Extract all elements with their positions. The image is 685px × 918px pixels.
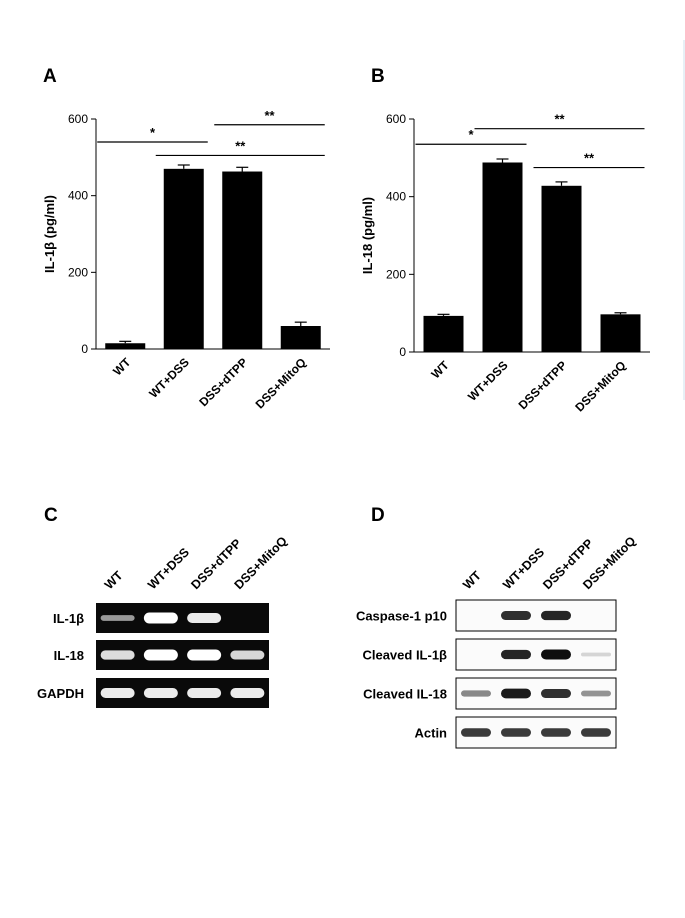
bar xyxy=(482,162,523,352)
blot-band xyxy=(461,690,491,697)
significance-label: * xyxy=(468,127,474,142)
gel-band xyxy=(187,649,222,661)
bar xyxy=(163,168,204,349)
blot-strip xyxy=(455,599,617,632)
lane-label: WT xyxy=(102,568,126,592)
bar xyxy=(423,315,464,352)
gel-row-label: IL-18 xyxy=(54,648,84,663)
y-axis-label: IL-18 (pg/ml) xyxy=(360,197,375,274)
y-axis-label: IL-1β (pg/ml) xyxy=(42,195,57,273)
blot-band xyxy=(501,611,531,620)
gel-band xyxy=(230,688,265,698)
lane-label: WT+DSS xyxy=(500,545,547,592)
blot-band xyxy=(541,610,571,621)
y-tick-label: 400 xyxy=(68,189,88,203)
gel-band xyxy=(143,649,178,661)
y-tick-label: 200 xyxy=(386,267,406,281)
gel-band xyxy=(187,613,222,623)
blot-band xyxy=(581,690,611,697)
bar xyxy=(280,326,321,349)
gel-band xyxy=(100,615,135,621)
bar xyxy=(541,185,582,352)
gel-row-label: GAPDH xyxy=(37,686,84,701)
blot-band xyxy=(501,728,531,737)
lane-label: WT xyxy=(460,568,484,592)
blot-band xyxy=(541,728,571,737)
blot-row-label: Caspase-1 p10 xyxy=(356,609,447,624)
bar xyxy=(105,343,146,349)
bar xyxy=(222,171,263,349)
x-tick-label: WT xyxy=(110,355,134,379)
x-tick-label: WT+DSS xyxy=(146,355,191,400)
blot-band xyxy=(581,728,611,737)
gel-row-label: IL-1β xyxy=(53,611,84,626)
y-tick-label: 0 xyxy=(81,342,88,356)
chart-b: 0 200 400 600 IL-18 (pg/ml) WT WT+DSS DSS+dTPP D… xyxy=(360,112,650,415)
gel-band xyxy=(100,650,135,660)
y-tick-label: 400 xyxy=(386,190,406,204)
significance-label: * xyxy=(150,125,156,140)
gel-band xyxy=(187,688,222,698)
blot-band xyxy=(541,689,571,698)
blot-band xyxy=(541,649,571,660)
blot-row-label: Actin xyxy=(415,726,448,741)
blot-band xyxy=(501,649,531,660)
chart-a: 0 200 400 600 IL-1β (pg/ml) WT WT+DSS DSS+dTPP D… xyxy=(42,108,330,412)
blot-band xyxy=(581,652,611,657)
gel-band xyxy=(143,688,178,698)
significance-label: ** xyxy=(554,112,565,127)
panel-label-b: B xyxy=(371,66,385,87)
x-tick-label: DSS+MitoQ xyxy=(253,355,309,411)
panel-label-c: C xyxy=(44,505,58,526)
significance-label: ** xyxy=(264,108,275,123)
gel-band xyxy=(230,650,265,660)
blot-band xyxy=(461,728,491,737)
significance-label: ** xyxy=(584,151,595,166)
gel-band xyxy=(100,688,135,698)
blot-band xyxy=(501,688,531,699)
panel-label-a: A xyxy=(43,66,57,87)
gel-band xyxy=(143,612,178,624)
x-tick-label: DSS+MitoQ xyxy=(572,358,628,414)
bar xyxy=(600,314,641,352)
y-tick-label: 600 xyxy=(386,112,406,126)
blot-row-label: Cleaved IL-18 xyxy=(363,687,447,702)
panel-label-d: D xyxy=(371,505,385,526)
y-tick-label: 200 xyxy=(68,265,88,279)
lane-label: WT+DSS xyxy=(145,545,192,592)
x-tick-label: DSS+dTPP xyxy=(196,355,250,409)
significance-label: ** xyxy=(235,138,246,153)
y-tick-label: 600 xyxy=(68,112,88,126)
y-tick-label: 0 xyxy=(399,345,406,359)
x-tick-label: WT xyxy=(429,358,453,382)
blot-row-label: Cleaved IL-1β xyxy=(362,648,447,663)
x-tick-label: WT+DSS xyxy=(465,358,510,403)
x-tick-label: DSS+dTPP xyxy=(516,358,570,412)
